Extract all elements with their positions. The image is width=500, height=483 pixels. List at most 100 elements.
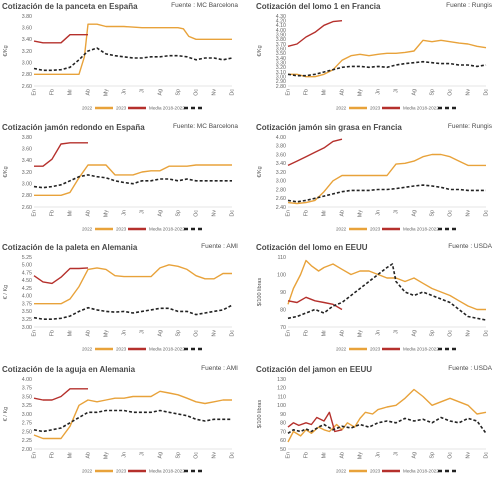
x-tick-label: Nv bbox=[212, 330, 218, 337]
y-axis-label: €/Kg bbox=[3, 166, 9, 177]
x-tick-label: En bbox=[32, 452, 38, 459]
x-tick-label: Oc bbox=[194, 89, 200, 96]
y-tick-label: 3.50 bbox=[22, 394, 32, 400]
y-tick-label: 3.40 bbox=[276, 56, 286, 62]
line-chart: € / Kg 2.00 2.25 2.50 2.75 3.00 3.25 3.50 3.75 4.… bbox=[3, 377, 236, 474]
series-line bbox=[33, 388, 88, 401]
x-tick-label: Jn bbox=[376, 452, 382, 458]
line-chart: $/100 libras 50 60 70 80 90 100 110 120 130 En Fb Mr… bbox=[257, 377, 490, 474]
y-tick-label: 3.00 bbox=[276, 179, 286, 185]
x-tick-label: Oc bbox=[194, 452, 200, 459]
chart-source: Fuente: Rungis bbox=[447, 123, 492, 130]
y-tick-label: 3.60 bbox=[22, 25, 32, 31]
series-line bbox=[287, 296, 343, 311]
chart-title: Cotización de la aguja en Alemania bbox=[2, 365, 136, 374]
series-line bbox=[287, 184, 486, 203]
y-axis-label: € / Kg bbox=[3, 285, 9, 299]
x-tick-label: Ab bbox=[340, 210, 346, 217]
x-tick-label: My bbox=[358, 452, 364, 459]
x-tick-label: Nv bbox=[466, 330, 472, 337]
legend-label: Media 2018-2022 bbox=[403, 347, 439, 352]
x-tick-label: Dc bbox=[484, 330, 490, 337]
x-tick-label: En bbox=[32, 210, 38, 217]
y-tick-label: 2.00 bbox=[22, 447, 32, 453]
chart-title: Cotización de la panceta en España bbox=[2, 2, 138, 11]
x-tick-label: Jn bbox=[122, 330, 128, 336]
x-tick-label: Mr bbox=[68, 330, 74, 336]
legend: 2022 2023 Media 2018-2022 bbox=[336, 227, 456, 232]
x-tick-label: Fb bbox=[304, 210, 310, 216]
y-tick-label: 90 bbox=[280, 412, 286, 418]
y-axis-label: €/Kg bbox=[257, 45, 263, 56]
y-tick-label: 3.00 bbox=[276, 74, 286, 80]
x-tick-label: Jn bbox=[376, 89, 382, 95]
chart-title: Cotización jamón redondo en España bbox=[2, 123, 145, 132]
chart-source: Fuente: MC Barcelona bbox=[172, 123, 238, 130]
y-tick-label: 110 bbox=[278, 255, 286, 261]
x-tick-label: Jn bbox=[122, 452, 128, 458]
legend: 2022 2023 Media 2018-2022 bbox=[82, 106, 202, 111]
x-tick-label: Dc bbox=[484, 210, 490, 217]
x-tick-label: Oc bbox=[448, 452, 454, 459]
y-tick-label: 3.80 bbox=[22, 14, 32, 20]
x-tick-label: Ag bbox=[412, 210, 418, 217]
chart-panel: Cotización del jamon en EEUU Fuente : USD… bbox=[254, 365, 494, 478]
x-tick-label: My bbox=[104, 210, 110, 217]
x-tick-label: Jl bbox=[140, 330, 146, 334]
x-tick-label: Dc bbox=[230, 210, 236, 217]
y-tick-label: 2.90 bbox=[276, 79, 286, 85]
series-line bbox=[34, 164, 232, 196]
y-tick-label: 3.80 bbox=[22, 135, 32, 141]
y-axis-label: $/100 libras bbox=[257, 400, 263, 429]
x-tick-label: Ag bbox=[412, 89, 418, 96]
series-line bbox=[34, 142, 88, 167]
y-tick-label: 2.80 bbox=[276, 84, 286, 90]
legend-label: Media 2018-2022 bbox=[403, 469, 439, 474]
x-tick-label: Nv bbox=[212, 452, 218, 459]
y-tick-label: 100 bbox=[277, 403, 286, 409]
y-tick-label: 4.75 bbox=[22, 270, 32, 276]
y-tick-label: 3.60 bbox=[22, 146, 32, 152]
series-line bbox=[33, 390, 232, 440]
series-line bbox=[33, 174, 232, 189]
x-tick-label: Ag bbox=[158, 210, 164, 217]
x-tick-label: Dc bbox=[230, 89, 236, 96]
y-tick-label: 4.50 bbox=[22, 278, 32, 284]
x-tick-label: Ab bbox=[340, 452, 346, 459]
legend-label: 2023 bbox=[116, 347, 127, 352]
y-tick-label: 3.75 bbox=[22, 301, 32, 307]
x-tick-label: Ag bbox=[158, 330, 164, 337]
y-tick-label: 70 bbox=[280, 429, 286, 435]
legend-label: 2022 bbox=[82, 106, 93, 111]
x-tick-label: En bbox=[286, 452, 292, 459]
legend-label: 2022 bbox=[336, 347, 347, 352]
x-tick-label: My bbox=[358, 210, 364, 217]
x-tick-label: Dc bbox=[230, 452, 236, 459]
x-tick-label: Sp bbox=[176, 210, 182, 217]
y-tick-label: 4.00 bbox=[22, 377, 32, 383]
y-tick-label: 3.00 bbox=[22, 325, 32, 331]
y-tick-label: 5.25 bbox=[22, 255, 32, 261]
line-chart: $/100 libras 70 80 90 100 110 En Fb Mr Ab My Jn Jl Ag… bbox=[257, 255, 490, 352]
y-tick-label: 2.50 bbox=[22, 429, 32, 435]
x-tick-label: Dc bbox=[230, 330, 236, 337]
series-line bbox=[33, 267, 89, 285]
chart-title: Cotización del jamon en EEUU bbox=[256, 365, 373, 374]
x-tick-label: Mr bbox=[68, 210, 74, 216]
y-tick-label: 2.40 bbox=[276, 205, 286, 211]
x-tick-label: Sp bbox=[176, 330, 182, 337]
x-tick-label: Sp bbox=[176, 89, 182, 96]
y-tick-label: 3.50 bbox=[276, 51, 286, 57]
chart-source: Fuente : USDA bbox=[448, 243, 492, 250]
x-tick-label: Jn bbox=[376, 330, 382, 336]
series-line bbox=[287, 263, 487, 321]
legend: 2022 2023 Media 2018-2022 bbox=[336, 469, 456, 474]
series-line bbox=[287, 388, 487, 443]
series-line bbox=[34, 23, 232, 75]
y-tick-label: 100 bbox=[277, 272, 286, 278]
legend-label: 2022 bbox=[82, 469, 93, 474]
chart-panel: Cotización jamón redondo en España Fuente… bbox=[0, 123, 240, 236]
x-tick-label: Oc bbox=[448, 89, 454, 96]
x-tick-label: Ab bbox=[86, 210, 92, 217]
chart-source: Fuente : AMI bbox=[201, 243, 238, 250]
